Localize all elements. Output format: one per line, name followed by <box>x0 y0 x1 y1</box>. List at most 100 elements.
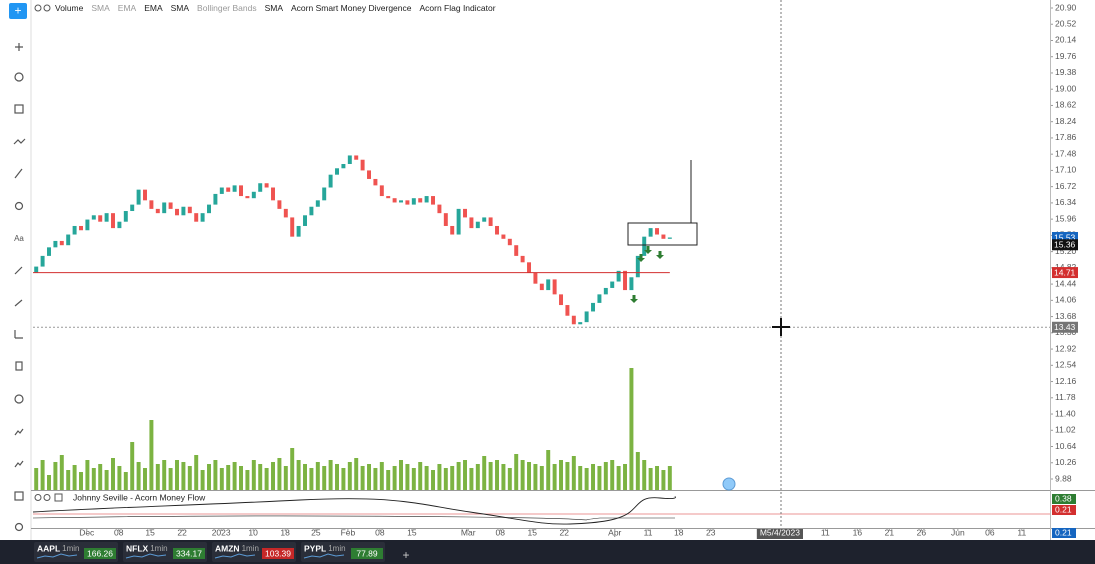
legend-item[interactable]: EMA <box>118 3 137 13</box>
volume-bar <box>91 468 96 490</box>
candle-body <box>162 202 167 214</box>
candle-body <box>578 322 583 325</box>
indicator-value-bg <box>1052 528 1076 538</box>
candle-body <box>258 183 263 192</box>
candle-body <box>623 270 628 291</box>
volume-bar <box>520 460 525 490</box>
y-tick-label: 12.92 <box>1055 343 1077 353</box>
candle-body <box>40 255 45 267</box>
watch-price-bg <box>84 548 116 559</box>
legend-item[interactable]: Acorn Flag Indicator <box>419 3 495 13</box>
volume-bar <box>655 466 660 490</box>
tool-icon[interactable] <box>15 361 23 371</box>
volume-bar <box>232 462 237 490</box>
tool-icon[interactable] <box>14 491 24 501</box>
add-symbol[interactable]: + <box>402 548 409 562</box>
volume-bar <box>418 462 423 490</box>
volume-bar <box>507 468 512 490</box>
tool-icon[interactable] <box>14 330 23 339</box>
price-label: 15.36 <box>1054 240 1076 250</box>
legend-item[interactable]: Volume <box>55 3 84 13</box>
volume-bar <box>245 470 250 490</box>
legend-item[interactable]: Bollinger Bands <box>197 3 257 13</box>
volume-bar <box>309 468 314 490</box>
candle-body <box>53 240 58 248</box>
volume-bar <box>578 466 583 490</box>
volume-bar <box>47 475 51 490</box>
volume-bar <box>431 470 435 490</box>
volume-bar <box>53 462 58 490</box>
tool-icon[interactable] <box>14 266 23 275</box>
volume-bar <box>136 462 141 490</box>
legend-item[interactable]: SMA <box>171 3 190 13</box>
svg-text:+: + <box>14 4 21 18</box>
tool-icon[interactable]: Aa <box>14 234 24 243</box>
watch-price: 103.39 <box>265 548 291 558</box>
left-toolbar: + Aa <box>0 0 32 540</box>
candle-body <box>405 200 410 205</box>
volume-bar <box>482 456 487 490</box>
tool-icon[interactable] <box>14 428 24 436</box>
volume-bar <box>104 470 109 490</box>
candle-body <box>194 213 199 222</box>
y-tick-label: 15.96 <box>1055 213 1077 223</box>
tool-icon[interactable] <box>14 168 23 179</box>
volume-bar <box>443 468 448 490</box>
candle-body <box>34 266 39 273</box>
candle-body <box>283 208 288 218</box>
y-tick-label: 11.40 <box>1055 408 1076 418</box>
candle-body <box>66 234 71 246</box>
x-tick-label: 22 <box>177 527 187 537</box>
volume-bar <box>386 470 391 490</box>
tool-icon[interactable] <box>14 394 24 404</box>
candle-body <box>456 208 461 235</box>
tool-icon[interactable] <box>13 138 26 145</box>
candle-body <box>315 200 320 207</box>
tool-icon[interactable] <box>14 104 24 114</box>
volume-bar <box>155 464 160 490</box>
candle-body <box>501 234 506 239</box>
indicator-title: Johnny Seville - Acorn Money Flow <box>73 492 206 502</box>
legend-item[interactable]: SMA <box>265 3 284 13</box>
legend-item[interactable]: SMA <box>91 3 110 13</box>
tool-icon[interactable] <box>14 299 23 307</box>
tool-icon[interactable] <box>14 72 24 82</box>
x-tick-label: 08 <box>114 527 124 537</box>
watch-price-bg <box>173 548 205 559</box>
volume-bar <box>303 464 307 490</box>
y-tick-label: 9.88 <box>1055 473 1072 483</box>
volume-bar <box>239 466 243 490</box>
volume-bar <box>405 464 410 490</box>
y-tick-label: 18.62 <box>1055 100 1077 110</box>
candle-body <box>303 215 307 226</box>
legend-item[interactable]: EMA <box>144 3 163 13</box>
legend-item[interactable]: Acorn Smart Money Divergence <box>291 3 412 13</box>
candle-body <box>111 213 115 229</box>
x-tick-label: 15 <box>527 527 537 537</box>
candle-body <box>411 198 416 205</box>
y-tick-label: 19.76 <box>1055 51 1077 61</box>
tool-icon[interactable] <box>14 201 24 211</box>
add-button[interactable] <box>9 3 27 19</box>
tool-icon[interactable] <box>14 522 24 532</box>
volume-bar <box>328 460 333 490</box>
candle-body <box>610 281 615 288</box>
tool-icon[interactable] <box>15 43 23 51</box>
x-tick-label: 06 <box>985 527 995 537</box>
candle-body <box>450 225 455 235</box>
x-tick-label: 10 <box>248 527 258 537</box>
x-tick-label: 18 <box>280 527 290 537</box>
volume-bar <box>143 468 147 490</box>
candle-body <box>328 174 333 188</box>
volume-bar <box>463 460 468 490</box>
price-label-bg <box>1052 232 1078 244</box>
y-tick-label: 11.02 <box>1055 425 1076 435</box>
indicator-value: 0.38 <box>1055 493 1072 503</box>
volume-bar <box>168 468 173 490</box>
volume-bar <box>194 455 199 490</box>
price-label-bg <box>1052 321 1078 333</box>
tool-icon[interactable] <box>14 460 24 468</box>
volume-bar <box>117 466 122 490</box>
candle-body <box>245 196 250 199</box>
candle-body <box>559 294 564 306</box>
